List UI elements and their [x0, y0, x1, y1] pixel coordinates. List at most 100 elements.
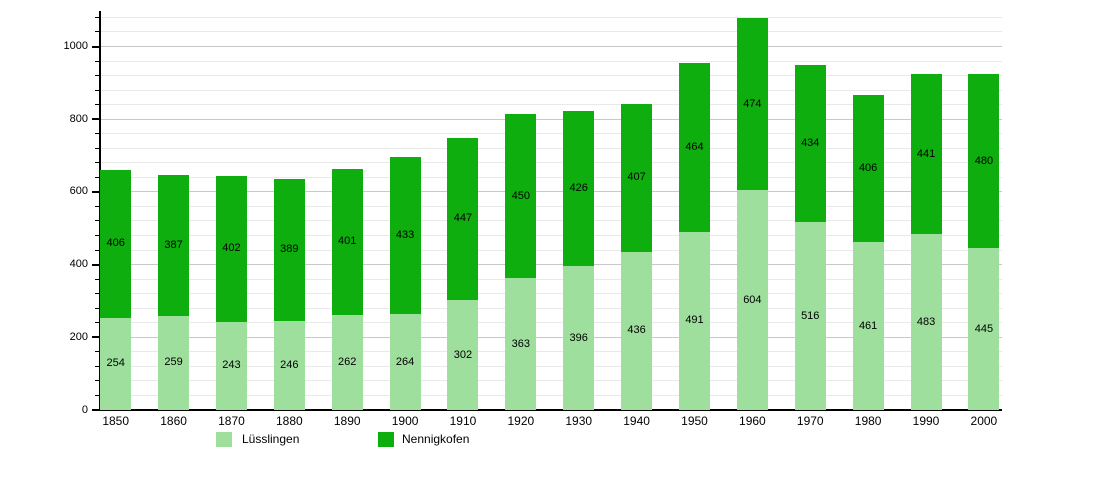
bar-segment-nennigkofen — [736, 18, 768, 191]
bar-segment-nennigkofen — [563, 111, 595, 267]
x-axis-tick-label: 1920 — [507, 414, 535, 428]
x-axis-tick-label: 2000 — [970, 414, 998, 428]
gridline-minor — [100, 380, 1002, 382]
bar-segment-nennigkofen — [621, 103, 653, 252]
bar-value-label: 302 — [453, 348, 473, 361]
bar-value-label: 401 — [338, 235, 357, 248]
bar-value-label: 450 — [511, 189, 531, 202]
x-axis-tick-label: 1870 — [218, 414, 245, 428]
y-axis-minor-tick — [95, 60, 99, 62]
y-axis-tick-label: 400 — [69, 258, 88, 271]
y-axis-minor-tick — [95, 75, 99, 77]
gridline-minor — [100, 307, 1002, 309]
bar-segment-luesslingen — [563, 266, 595, 410]
bar-segment-luesslingen — [621, 251, 653, 410]
bar-value-label: 474 — [743, 97, 762, 110]
bar-segment-nennigkofen — [389, 156, 421, 315]
bar-value-label: 406 — [858, 162, 878, 175]
bar-segment-luesslingen — [158, 315, 190, 410]
bar-value-label: 604 — [743, 293, 762, 306]
bar-segment-luesslingen — [968, 248, 1000, 410]
gridline-minor — [100, 176, 1002, 178]
y-axis-minor-tick — [95, 104, 99, 106]
x-axis-tick-label: 1850 — [102, 414, 130, 428]
bar-segment-luesslingen — [794, 222, 826, 410]
y-axis-minor-tick — [95, 176, 99, 178]
x-axis-tick-label: 1960 — [739, 414, 766, 428]
bar-value-label: 264 — [395, 355, 415, 368]
legend-label-nennigkofen: Nennigkofen — [402, 432, 470, 446]
bar-value-label: 259 — [164, 356, 183, 369]
x-axis-tick-label: 1860 — [160, 414, 187, 428]
gridline-minor — [100, 365, 1002, 367]
legend-swatch-luesslingen — [216, 432, 232, 447]
legend-swatch-nennigkofen — [378, 432, 394, 447]
bar-value-label: 483 — [916, 315, 936, 328]
bar-segment-nennigkofen — [968, 73, 1000, 249]
gridline-minor — [100, 60, 1002, 62]
gridline-minor — [100, 322, 1002, 324]
bar-segment-nennigkofen — [100, 170, 132, 318]
bar-value-label: 464 — [685, 140, 704, 153]
bar-value-label: 441 — [916, 147, 936, 160]
x-axis-tick-label: 1910 — [449, 414, 477, 428]
gridline-minor — [100, 220, 1002, 222]
x-axis-tick-label: 1980 — [854, 414, 882, 428]
y-axis-minor-tick — [95, 249, 99, 251]
bar-segment-luesslingen — [852, 242, 884, 410]
x-axis-tick-label: 1890 — [333, 414, 361, 428]
legend-label-luesslingen: Lüsslingen — [242, 432, 300, 446]
bar-value-label: 402 — [222, 242, 241, 255]
x-axis-tick-label: 1900 — [391, 414, 419, 428]
y-axis-minor-tick — [95, 31, 99, 33]
gridline-minor — [100, 31, 1002, 33]
bar-value-label: 407 — [627, 171, 646, 184]
bar-value-label: 262 — [338, 355, 357, 368]
gridline-minor — [100, 75, 1002, 77]
y-axis-minor-tick — [95, 307, 99, 309]
bar-segment-nennigkofen — [505, 114, 537, 279]
y-axis-minor-tick — [95, 133, 99, 135]
bar-segment-nennigkofen — [273, 179, 305, 321]
gridline-minor — [100, 205, 1002, 207]
y-axis-minor-tick — [95, 380, 99, 382]
x-axis-line — [99, 409, 1002, 411]
bar-value-label: 389 — [280, 243, 299, 256]
x-axis-tick-label: 1970 — [796, 414, 824, 428]
bar-value-label: 445 — [974, 322, 994, 335]
bar-segment-luesslingen — [273, 320, 305, 410]
y-axis-minor-tick — [95, 293, 99, 295]
gridline-minor — [100, 278, 1002, 280]
bar-segment-luesslingen — [100, 317, 132, 410]
bar-segment-nennigkofen — [447, 137, 479, 301]
gridline-minor — [100, 249, 1002, 251]
x-axis-tick-label: 1940 — [623, 414, 650, 428]
x-axis-tick-label: 1950 — [681, 414, 708, 428]
y-axis-minor-tick — [95, 365, 99, 367]
gridline-minor — [100, 351, 1002, 353]
gridline-minor — [100, 133, 1002, 135]
y-axis-tick-label: 800 — [69, 112, 88, 125]
bar-segment-nennigkofen — [158, 175, 190, 316]
bar-segment-nennigkofen — [852, 94, 884, 243]
y-axis-minor-tick — [95, 89, 99, 91]
gridline-minor — [100, 147, 1002, 149]
gridline-minor — [100, 16, 1002, 18]
x-axis-tick-label: 1930 — [565, 414, 593, 428]
gridline-minor — [100, 235, 1002, 237]
bar-segment-luesslingen — [736, 190, 768, 410]
y-axis-minor-tick — [95, 322, 99, 324]
gridline-major — [100, 118, 1002, 120]
bar-value-label: 516 — [801, 309, 820, 322]
bar-segment-nennigkofen — [331, 168, 363, 315]
gridline-minor — [100, 89, 1002, 91]
bar-value-label: 254 — [106, 357, 125, 370]
bar-segment-luesslingen — [910, 234, 942, 410]
y-axis-tick-label: 1000 — [63, 40, 88, 52]
x-axis-tick-label: 1880 — [275, 414, 303, 428]
gridline-major — [100, 46, 1002, 47]
bar-value-label: 426 — [569, 182, 588, 195]
y-axis-major-tick — [92, 263, 99, 266]
bar-value-label: 461 — [858, 319, 878, 332]
